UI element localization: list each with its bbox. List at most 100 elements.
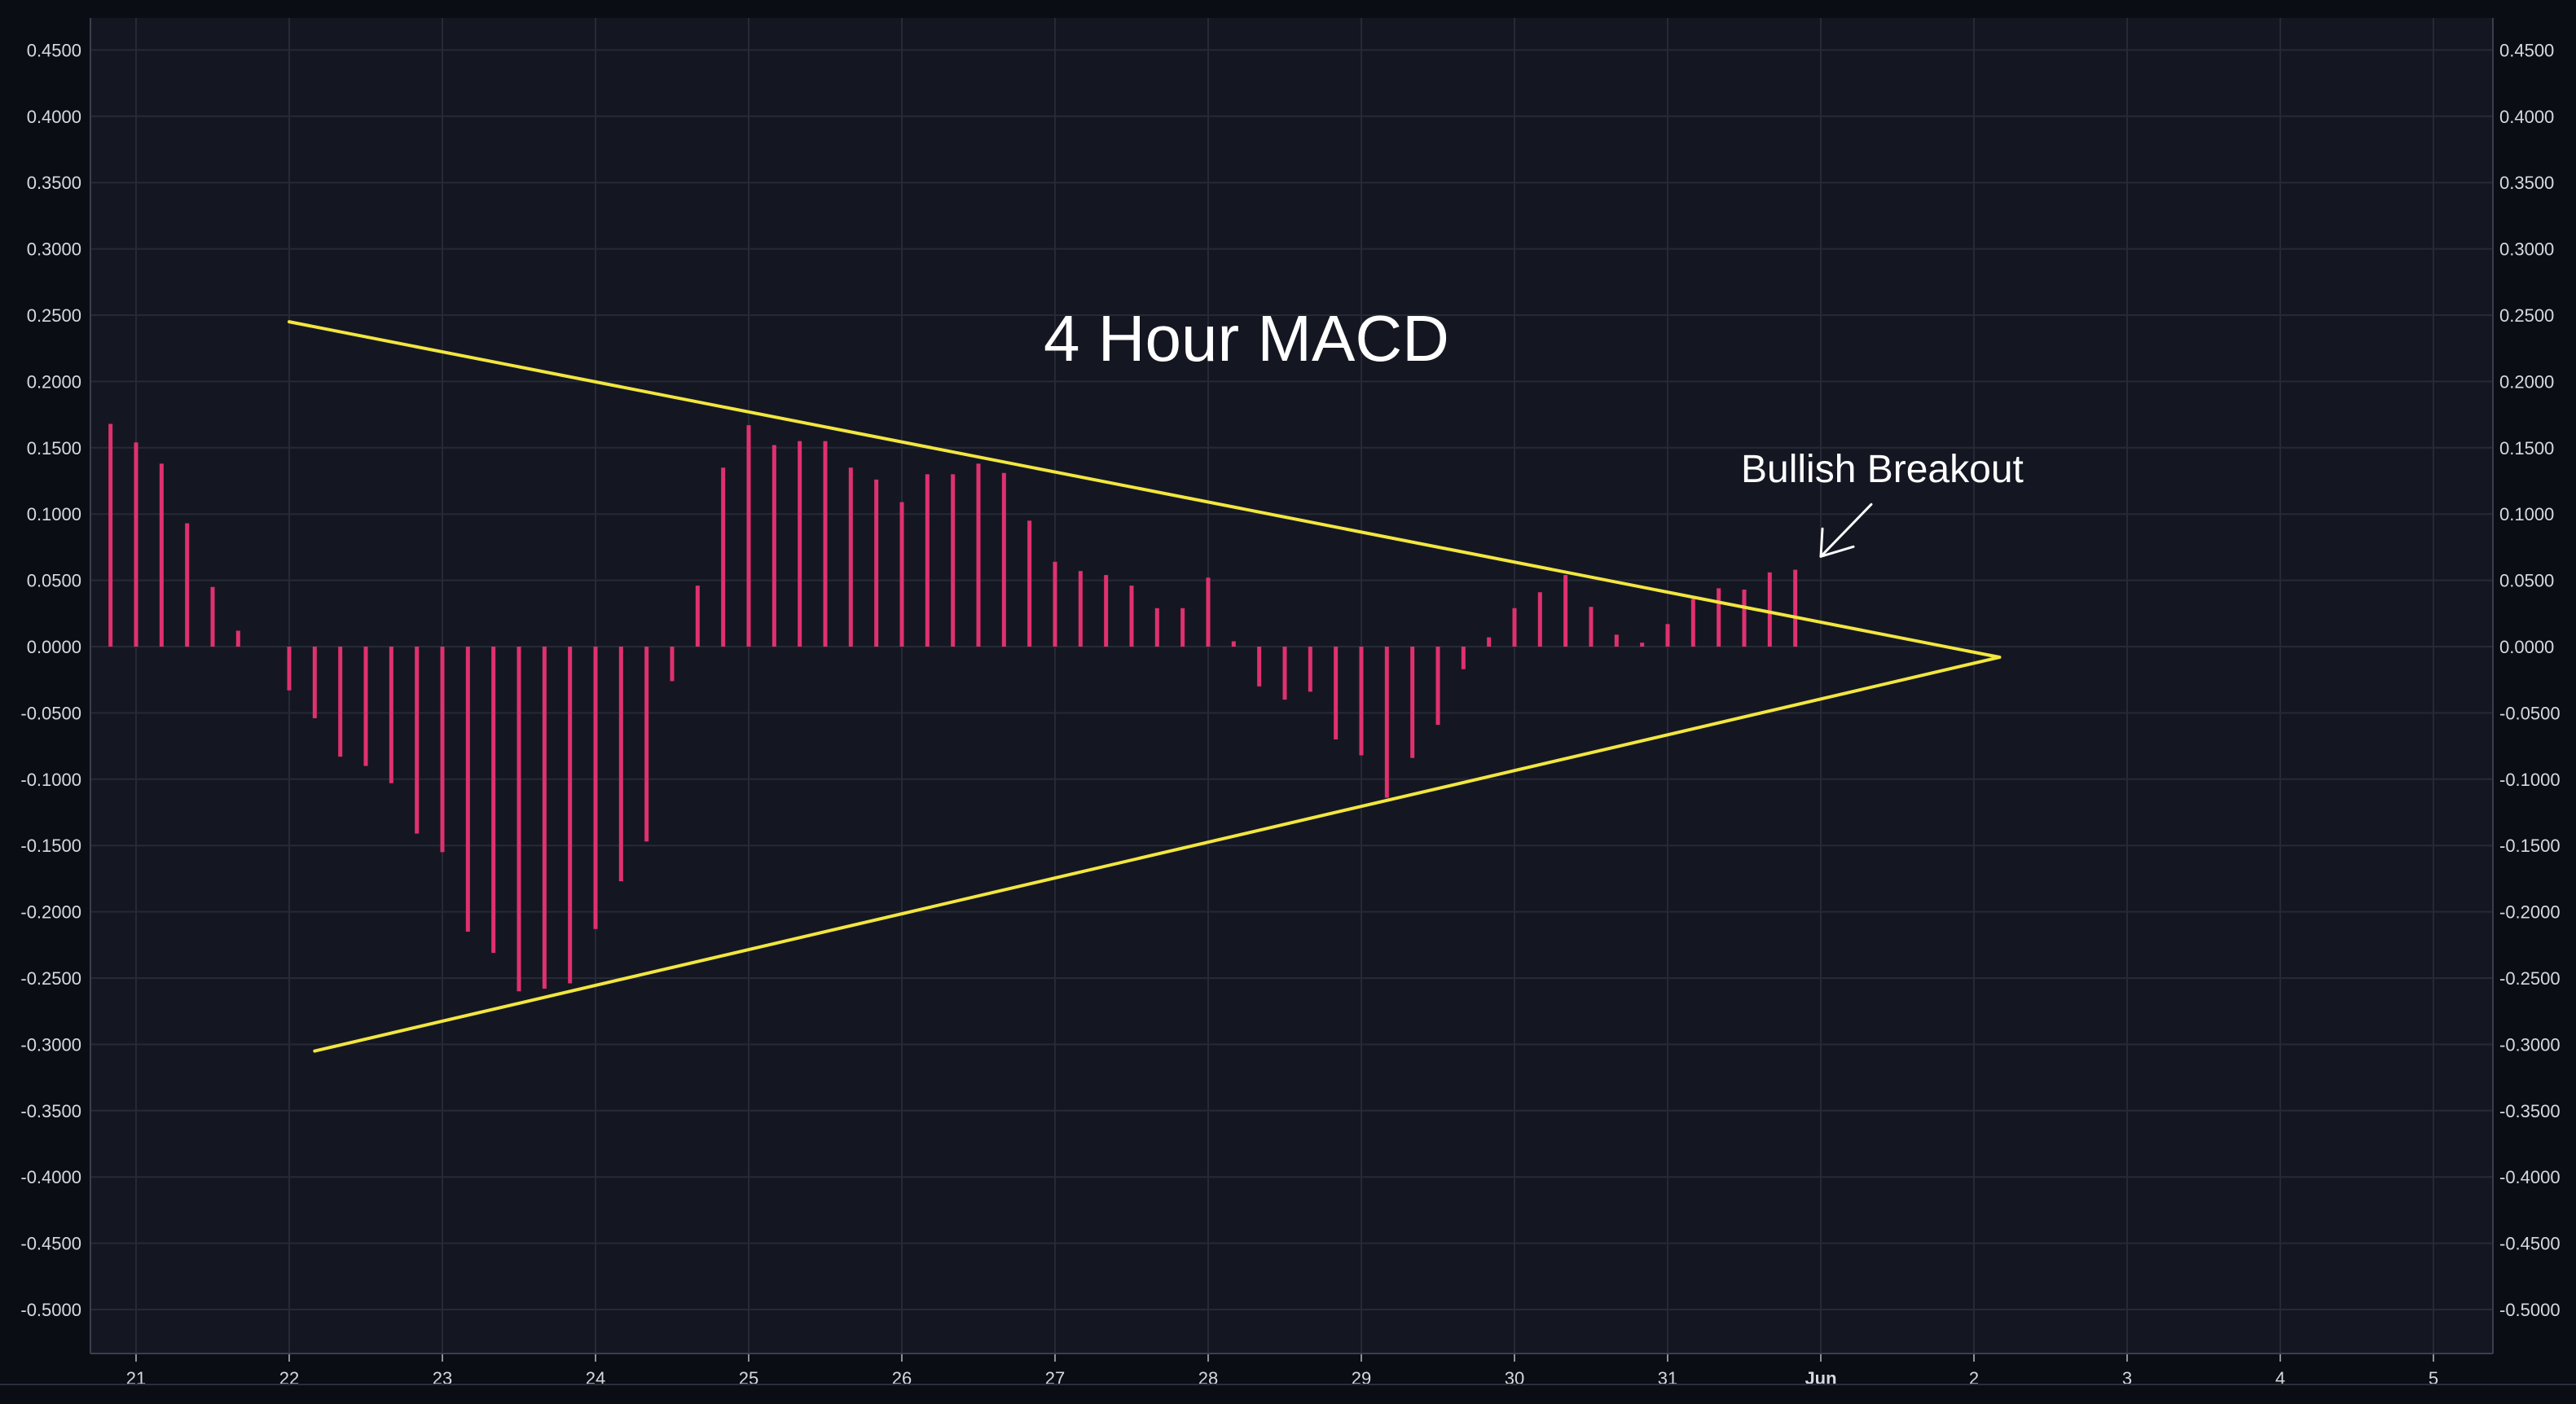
macd-histogram-bar[interactable] bbox=[542, 647, 547, 989]
y-tick-label-left: 0.2500 bbox=[27, 305, 81, 326]
y-tick-label-left: 0.0000 bbox=[27, 637, 81, 657]
y-tick-label-right: -0.2500 bbox=[2499, 968, 2561, 989]
macd-histogram-bar[interactable] bbox=[1487, 637, 1492, 647]
y-tick-label-right: 0.4500 bbox=[2499, 40, 2554, 60]
macd-histogram-bar[interactable] bbox=[440, 647, 445, 853]
macd-histogram-bar[interactable] bbox=[568, 647, 573, 984]
macd-histogram-bar[interactable] bbox=[618, 647, 623, 882]
macd-histogram-bar[interactable] bbox=[1154, 608, 1159, 647]
x-tick-label: 30 bbox=[1505, 1368, 1524, 1389]
macd-histogram-bar[interactable] bbox=[287, 647, 292, 691]
lower-trendline[interactable] bbox=[313, 656, 2002, 1053]
y-tick-label-left: -0.1000 bbox=[20, 770, 81, 790]
y-tick-label-left: -0.3500 bbox=[20, 1101, 81, 1121]
macd-histogram-bar[interactable] bbox=[1640, 643, 1645, 647]
macd-histogram-bar[interactable] bbox=[976, 463, 981, 647]
y-tick-label-left: 0.4000 bbox=[27, 107, 81, 127]
macd-histogram-bar[interactable] bbox=[1614, 634, 1619, 647]
macd-histogram-bar[interactable] bbox=[134, 442, 138, 647]
macd-histogram-bar[interactable] bbox=[1537, 592, 1542, 647]
macd-histogram-bar[interactable] bbox=[1384, 647, 1389, 798]
macd-histogram-bar[interactable] bbox=[159, 463, 164, 647]
macd-histogram-bar[interactable] bbox=[1308, 647, 1312, 692]
macd-histogram-bar[interactable] bbox=[108, 423, 113, 647]
macd-histogram-bar[interactable] bbox=[1512, 608, 1517, 647]
x-tick-label: Jun bbox=[1805, 1368, 1836, 1389]
y-tick-label-left: 0.1000 bbox=[27, 504, 81, 524]
macd-histogram-bar[interactable] bbox=[1257, 647, 1262, 687]
y-tick-label-right: -0.1000 bbox=[2499, 770, 2561, 790]
macd-histogram-bar[interactable] bbox=[517, 647, 521, 992]
macd-histogram-bar[interactable] bbox=[1078, 571, 1083, 647]
macd-histogram-bar[interactable] bbox=[1690, 599, 1695, 647]
upper-trendline[interactable] bbox=[288, 320, 2002, 660]
macd-histogram-bar[interactable] bbox=[465, 647, 470, 932]
macd-histogram-bar[interactable] bbox=[1359, 647, 1364, 756]
macd-histogram-bar[interactable] bbox=[1461, 647, 1466, 669]
y-tick-label-right: 0.2000 bbox=[2499, 371, 2554, 392]
macd-histogram-bar[interactable] bbox=[848, 467, 853, 647]
macd-histogram-bar[interactable] bbox=[1717, 588, 1721, 647]
macd-histogram-bar[interactable] bbox=[925, 474, 930, 647]
macd-histogram-bar[interactable] bbox=[415, 647, 420, 834]
y-tick-label-right: -0.4500 bbox=[2499, 1234, 2561, 1254]
macd-histogram-bar[interactable] bbox=[1793, 569, 1798, 647]
x-tick-label: 4 bbox=[2275, 1368, 2285, 1389]
y-tick-label-right: 0.0000 bbox=[2499, 637, 2554, 657]
macd-histogram-bar[interactable] bbox=[491, 647, 496, 954]
macd-histogram-bar[interactable] bbox=[695, 586, 700, 647]
macd-histogram-bar[interactable] bbox=[644, 647, 649, 842]
y-tick-label-right: 0.1500 bbox=[2499, 438, 2554, 458]
macd-histogram-bar[interactable] bbox=[338, 647, 343, 757]
macd-histogram-bar[interactable] bbox=[1282, 647, 1287, 700]
macd-histogram-bar[interactable] bbox=[1053, 561, 1057, 647]
macd-histogram-bar[interactable] bbox=[798, 441, 802, 647]
macd-histogram-bar[interactable] bbox=[1206, 577, 1211, 647]
chart-title: 4 Hour MACD bbox=[1044, 302, 1449, 375]
macd-histogram-bar[interactable] bbox=[721, 467, 726, 647]
macd-histogram-bar[interactable] bbox=[312, 647, 317, 718]
macd-histogram-bar[interactable] bbox=[1001, 472, 1006, 647]
macd-histogram-bar[interactable] bbox=[1410, 647, 1415, 758]
macd-histogram-bar[interactable] bbox=[389, 647, 393, 783]
x-tick-label: 24 bbox=[586, 1368, 605, 1389]
macd-histogram-bar[interactable] bbox=[1129, 586, 1134, 647]
macd-histogram-bar[interactable] bbox=[746, 425, 751, 647]
macd-histogram-bar[interactable] bbox=[951, 474, 956, 647]
macd-histogram-bar[interactable] bbox=[1589, 607, 1594, 647]
macd-histogram-bar[interactable] bbox=[1180, 608, 1185, 647]
y-tick-label-left: -0.2500 bbox=[20, 968, 81, 989]
x-tick-label: 26 bbox=[892, 1368, 912, 1389]
y-tick-label-left: 0.4500 bbox=[27, 40, 81, 60]
macd-histogram-bar[interactable] bbox=[1742, 589, 1747, 647]
macd-histogram-bar[interactable] bbox=[363, 647, 368, 766]
macd-histogram-bar[interactable] bbox=[185, 523, 190, 647]
macd-histogram-bar[interactable] bbox=[1665, 624, 1670, 647]
y-tick-label-left: -0.0500 bbox=[20, 703, 81, 723]
macd-histogram-bar[interactable] bbox=[1435, 647, 1440, 726]
macd-histogram-bar[interactable] bbox=[1027, 520, 1032, 647]
macd-histogram-bar[interactable] bbox=[1767, 572, 1772, 647]
x-tick-label: 27 bbox=[1045, 1368, 1065, 1389]
macd-histogram-bar[interactable] bbox=[1334, 647, 1339, 739]
macd-histogram-bar[interactable] bbox=[210, 586, 215, 647]
macd-histogram-bar[interactable] bbox=[235, 630, 240, 647]
macd-histogram-bar[interactable] bbox=[771, 445, 776, 647]
bullish-breakout-label: Bullish Breakout bbox=[1741, 448, 2024, 491]
macd-histogram-bar[interactable] bbox=[899, 502, 904, 647]
macd-histogram-bar[interactable] bbox=[874, 479, 879, 647]
y-tick-label-right: -0.1500 bbox=[2499, 836, 2561, 856]
x-tick-label: 23 bbox=[433, 1368, 452, 1389]
macd-histogram-bar[interactable] bbox=[1563, 575, 1568, 647]
macd-histogram-bar[interactable] bbox=[1104, 575, 1109, 647]
macd-histogram-bar[interactable] bbox=[1231, 641, 1236, 647]
macd-histogram-bar[interactable] bbox=[823, 441, 828, 647]
macd-histogram-bar[interactable] bbox=[670, 647, 675, 682]
y-tick-label-left: -0.3000 bbox=[20, 1034, 81, 1055]
y-tick-label-left: 0.1500 bbox=[27, 438, 81, 458]
y-tick-label-right: 0.3500 bbox=[2499, 173, 2554, 193]
x-tick-label: 2 bbox=[1969, 1368, 1979, 1389]
y-tick-label-left: 0.2000 bbox=[27, 371, 81, 392]
macd-histogram-bar[interactable] bbox=[593, 647, 598, 929]
